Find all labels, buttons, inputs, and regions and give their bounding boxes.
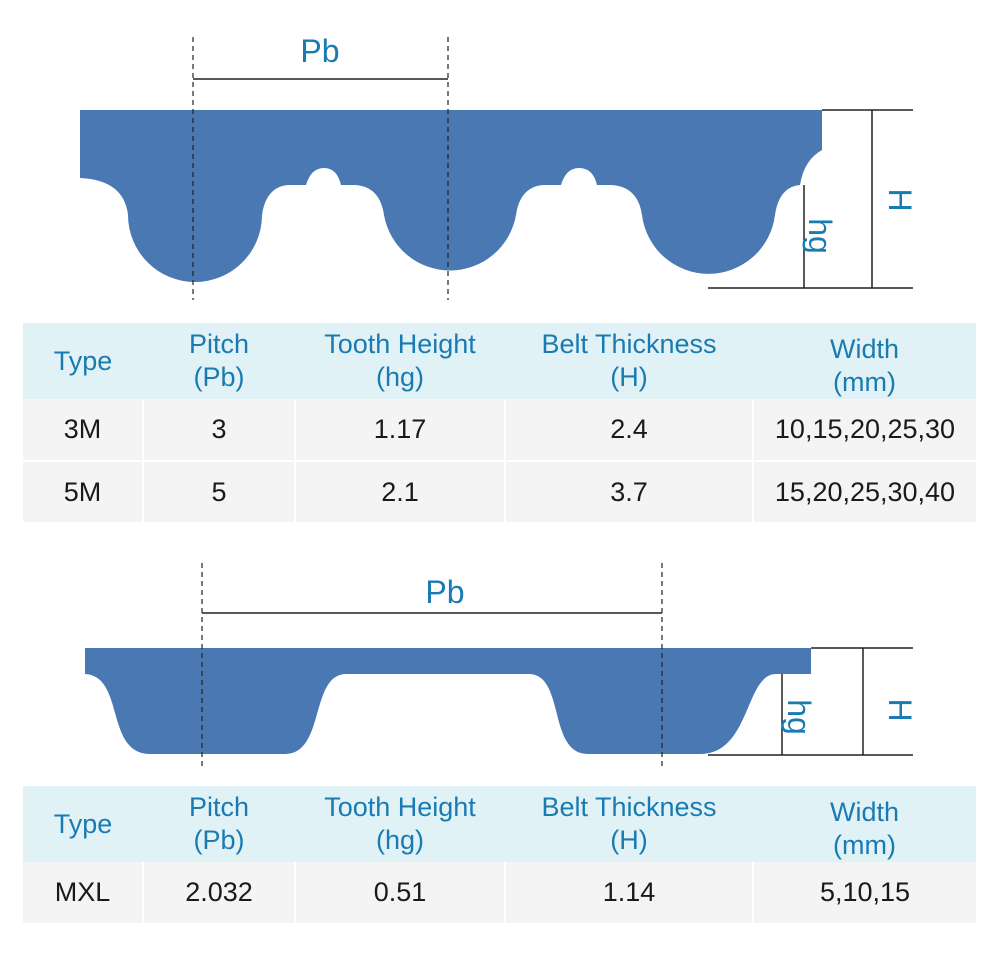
cell-belt-thickness: 2.4 xyxy=(505,399,754,462)
table-row: 3M 3 1.17 2.4 10,15,20,25,30 xyxy=(23,399,976,462)
mxl-belt-diagram: Pb H hg xyxy=(85,563,918,766)
cell-belt-thickness: 3.7 xyxy=(505,461,754,524)
mxl-tooth-height-label: hg xyxy=(781,699,817,735)
cell-belt-thickness: 1.14 xyxy=(505,862,754,925)
cell-tooth-height: 0.51 xyxy=(295,862,506,925)
htd-thickness-label: H xyxy=(882,188,918,211)
cell-type: 5M xyxy=(23,461,144,524)
htd-spec-table: Type Pitch (Pb) Tooth Height (hg) Belt Thi… xyxy=(23,323,976,524)
htd-belt-profile xyxy=(80,110,822,282)
cell-pitch: 3 xyxy=(143,399,296,462)
header-tooth-height: Tooth Height (hg) xyxy=(295,323,505,399)
mxl-belt-profile xyxy=(85,648,811,754)
htd-belt-diagram: Pb H hg xyxy=(80,33,918,300)
htd-pitch-label: Pb xyxy=(300,33,339,69)
cell-width: 5,10,15 xyxy=(753,862,976,925)
header-pitch: Pitch (Pb) xyxy=(143,323,295,399)
table-header-row: Type Pitch (Pb) Tooth Height (hg) Belt Thi… xyxy=(23,786,976,862)
cell-type: 3M xyxy=(23,399,144,462)
header-type: Type xyxy=(23,786,143,862)
cell-pitch: 5 xyxy=(143,461,296,524)
header-width: Width (mm) xyxy=(753,786,976,862)
header-type: Type xyxy=(23,323,143,399)
htd-tooth-height-label: hg xyxy=(802,218,838,254)
header-pitch: Pitch (Pb) xyxy=(143,786,295,862)
cell-tooth-height: 1.17 xyxy=(295,399,506,462)
cell-type: MXL xyxy=(23,862,144,925)
cell-pitch: 2.032 xyxy=(143,862,296,925)
mxl-pitch-label: Pb xyxy=(425,574,464,610)
cell-width: 15,20,25,30,40 xyxy=(753,461,976,524)
mxl-thickness-label: H xyxy=(882,698,918,721)
table-header-row: Type Pitch (Pb) Tooth Height (hg) Belt Thi… xyxy=(23,323,976,399)
table-row: MXL 2.032 0.51 1.14 5,10,15 xyxy=(23,862,976,925)
header-tooth-height: Tooth Height (hg) xyxy=(295,786,505,862)
header-belt-thickness: Belt Thickness (H) xyxy=(505,323,753,399)
table-row: 5M 5 2.1 3.7 15,20,25,30,40 xyxy=(23,461,976,524)
mxl-spec-table: Type Pitch (Pb) Tooth Height (hg) Belt Thi… xyxy=(23,786,976,925)
cell-width: 10,15,20,25,30 xyxy=(753,399,976,462)
cell-tooth-height: 2.1 xyxy=(295,461,506,524)
header-width: Width (mm) xyxy=(753,323,976,399)
header-belt-thickness: Belt Thickness (H) xyxy=(505,786,753,862)
